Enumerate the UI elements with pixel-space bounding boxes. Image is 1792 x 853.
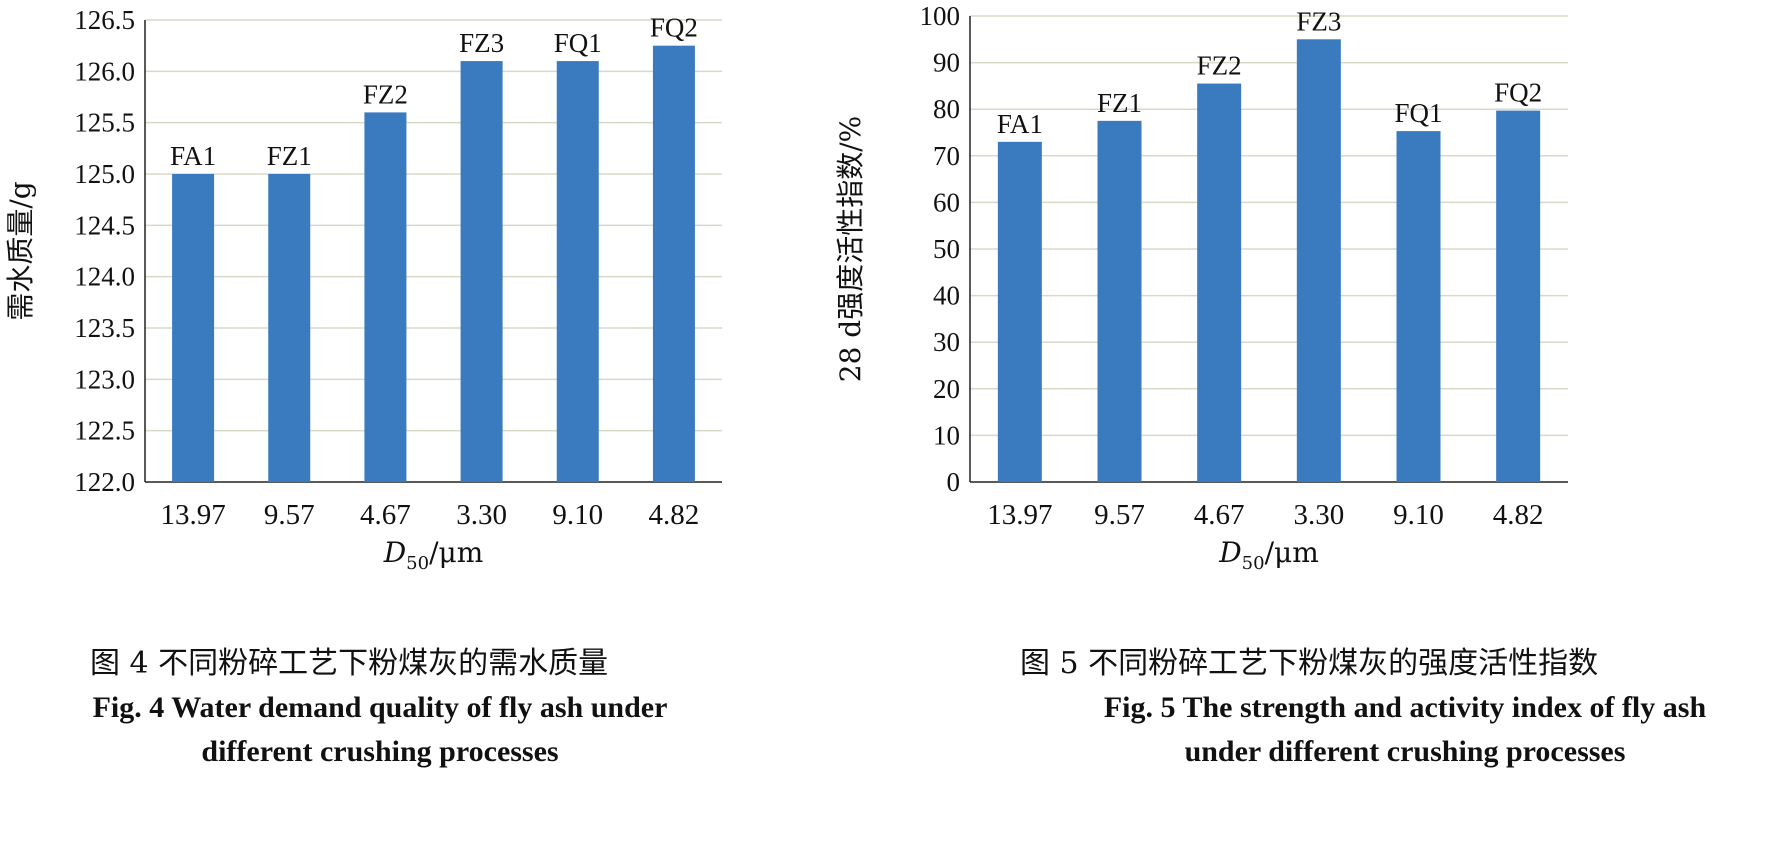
water-demand-chart: 122.0 122.5 123.0 123.5 124.0 124.5 125.0 125.5… (4, 5, 722, 574)
x-axis-title: D50/μm (383, 536, 484, 574)
bar-data-label: FZ3 (459, 28, 504, 58)
bar (268, 174, 311, 482)
y-tick-label: 10 (933, 420, 960, 450)
y-tick-label: 124.0 (74, 262, 135, 292)
y-tick-label: 30 (933, 327, 960, 357)
bar-data-label: FA1 (170, 141, 216, 171)
y-tick-label: 20 (933, 374, 960, 404)
y-tick-label: 123.0 (74, 364, 135, 394)
bar-data-label: FQ1 (554, 28, 602, 58)
y-tick-label: 0 (947, 467, 961, 497)
y-tick-label: 122.5 (74, 416, 135, 446)
figure-4-caption-cn: 图 4 不同粉碎工艺下粉煤灰的需水质量 (90, 646, 609, 681)
x-tick-label: 13.97 (987, 499, 1052, 531)
x-tick-label: 4.82 (649, 499, 700, 531)
bar-data-label: FQ2 (1494, 78, 1542, 108)
y-tick-label: 70 (933, 141, 960, 171)
strength-activity-chart: 0 10 20 30 40 50 60 70 80 90 100 FA1 13.97 FZ1 9.57 FZ2… (834, 1, 1568, 574)
x-tick-label: 3.30 (1293, 499, 1344, 531)
bar (1097, 120, 1142, 482)
x-tick-label: 9.57 (264, 499, 315, 531)
x-tick-label: 4.67 (1194, 499, 1245, 531)
y-tick-label: 100 (920, 1, 961, 31)
x-tick-label: 9.10 (1393, 499, 1444, 531)
y-tick-label: 126.0 (74, 56, 135, 86)
bar (556, 61, 599, 483)
y-tick-label: 124.5 (74, 210, 135, 240)
bar-data-label: FZ2 (1197, 51, 1242, 81)
bar (652, 45, 695, 483)
figure-4-caption-en-line2: different crushing processes (201, 735, 559, 768)
bar (1296, 39, 1341, 483)
bar-data-label: FA1 (997, 109, 1043, 139)
bar-data-label: FZ3 (1296, 6, 1341, 36)
figure-5-caption-en-line1: Fig. 5 The strength and activity index o… (1103, 691, 1707, 724)
bar (364, 112, 407, 483)
y-tick-label: 126.5 (74, 5, 135, 35)
y-tick-label: 60 (933, 187, 960, 217)
bar (1496, 110, 1541, 483)
figure-5-caption-cn: 图 5 不同粉碎工艺下粉煤灰的强度活性指数 (1020, 646, 1599, 681)
bar (997, 141, 1042, 482)
bar-data-label: FZ2 (363, 79, 408, 109)
figure-5-caption-en-line2: under different crushing processes (1184, 735, 1626, 768)
x-tick-label: 4.82 (1493, 499, 1544, 531)
bar-data-label: FQ2 (650, 13, 698, 43)
x-axis-title: D50/μm (1218, 536, 1319, 574)
x-tick-label: 4.67 (360, 499, 411, 531)
y-tick-label: 90 (933, 48, 960, 78)
y-tick-label: 125.0 (74, 159, 135, 189)
y-tick-label: 122.0 (74, 467, 135, 497)
y-axis-title: 28 d强度活性指数/% (834, 116, 867, 383)
figure-4-caption-en: Fig. 4 Water demand quality of fly ash u… (20, 686, 740, 774)
y-tick-label: 50 (933, 234, 960, 264)
bar-data-label: FZ1 (1097, 88, 1142, 118)
x-tick-label: 9.57 (1094, 499, 1145, 531)
y-tick-label: 125.5 (74, 108, 135, 138)
bar (460, 61, 503, 483)
y-tick-label: 80 (933, 94, 960, 124)
y-tick-label: 40 (933, 281, 960, 311)
bar-data-label: FZ1 (267, 141, 312, 171)
bar-data-label: FQ1 (1394, 98, 1442, 128)
figure-5-caption-en: Fig. 5 The strength and activity index o… (1020, 686, 1790, 774)
y-axis-title: 需水质量/g (4, 181, 37, 320)
y-tick-label: 123.5 (74, 313, 135, 343)
x-tick-label: 3.30 (456, 499, 507, 531)
figure-4-caption-en-line1: Fig. 4 Water demand quality of fly ash u… (92, 691, 668, 724)
bar (172, 174, 215, 482)
bar (1197, 83, 1242, 482)
x-tick-label: 13.97 (160, 499, 225, 531)
bar (1396, 131, 1441, 483)
x-tick-label: 9.10 (552, 499, 603, 531)
